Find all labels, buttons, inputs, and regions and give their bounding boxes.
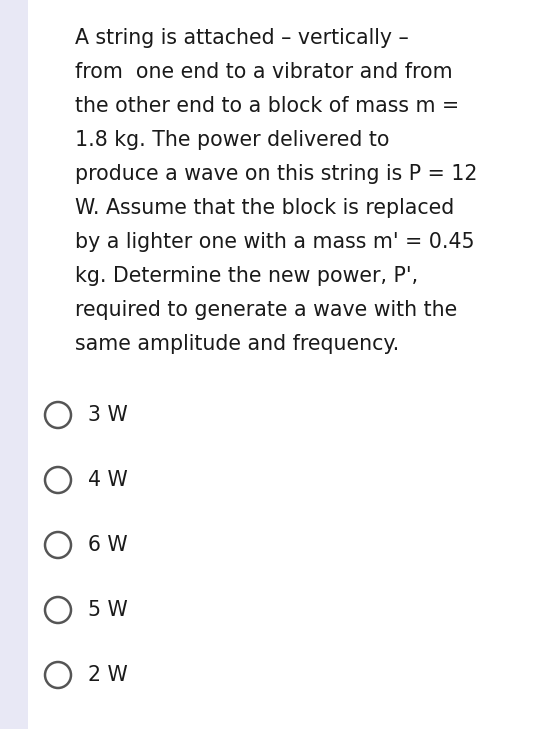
Text: produce a wave on this string is P = 12: produce a wave on this string is P = 12 [75, 164, 477, 184]
Text: 5 W: 5 W [88, 600, 128, 620]
Text: 2 W: 2 W [88, 665, 128, 685]
Circle shape [45, 597, 71, 623]
Text: by a lighter one with a mass m' = 0.45: by a lighter one with a mass m' = 0.45 [75, 232, 475, 252]
Text: same amplitude and frequency.: same amplitude and frequency. [75, 334, 399, 354]
Circle shape [45, 532, 71, 558]
Text: 4 W: 4 W [88, 470, 128, 490]
Text: 6 W: 6 W [88, 535, 127, 555]
Circle shape [45, 662, 71, 688]
Circle shape [45, 402, 71, 428]
Text: from  one end to a vibrator and from: from one end to a vibrator and from [75, 62, 453, 82]
Text: required to generate a wave with the: required to generate a wave with the [75, 300, 457, 320]
Text: 1.8 kg. The power delivered to: 1.8 kg. The power delivered to [75, 130, 389, 150]
Text: W. Assume that the block is replaced: W. Assume that the block is replaced [75, 198, 454, 218]
Text: kg. Determine the new power, P',: kg. Determine the new power, P', [75, 266, 418, 286]
Text: the other end to a block of mass m =: the other end to a block of mass m = [75, 96, 459, 116]
Bar [0, 0, 28, 729]
Circle shape [45, 467, 71, 493]
Text: A string is attached – vertically –: A string is attached – vertically – [75, 28, 409, 48]
Text: 3 W: 3 W [88, 405, 128, 425]
